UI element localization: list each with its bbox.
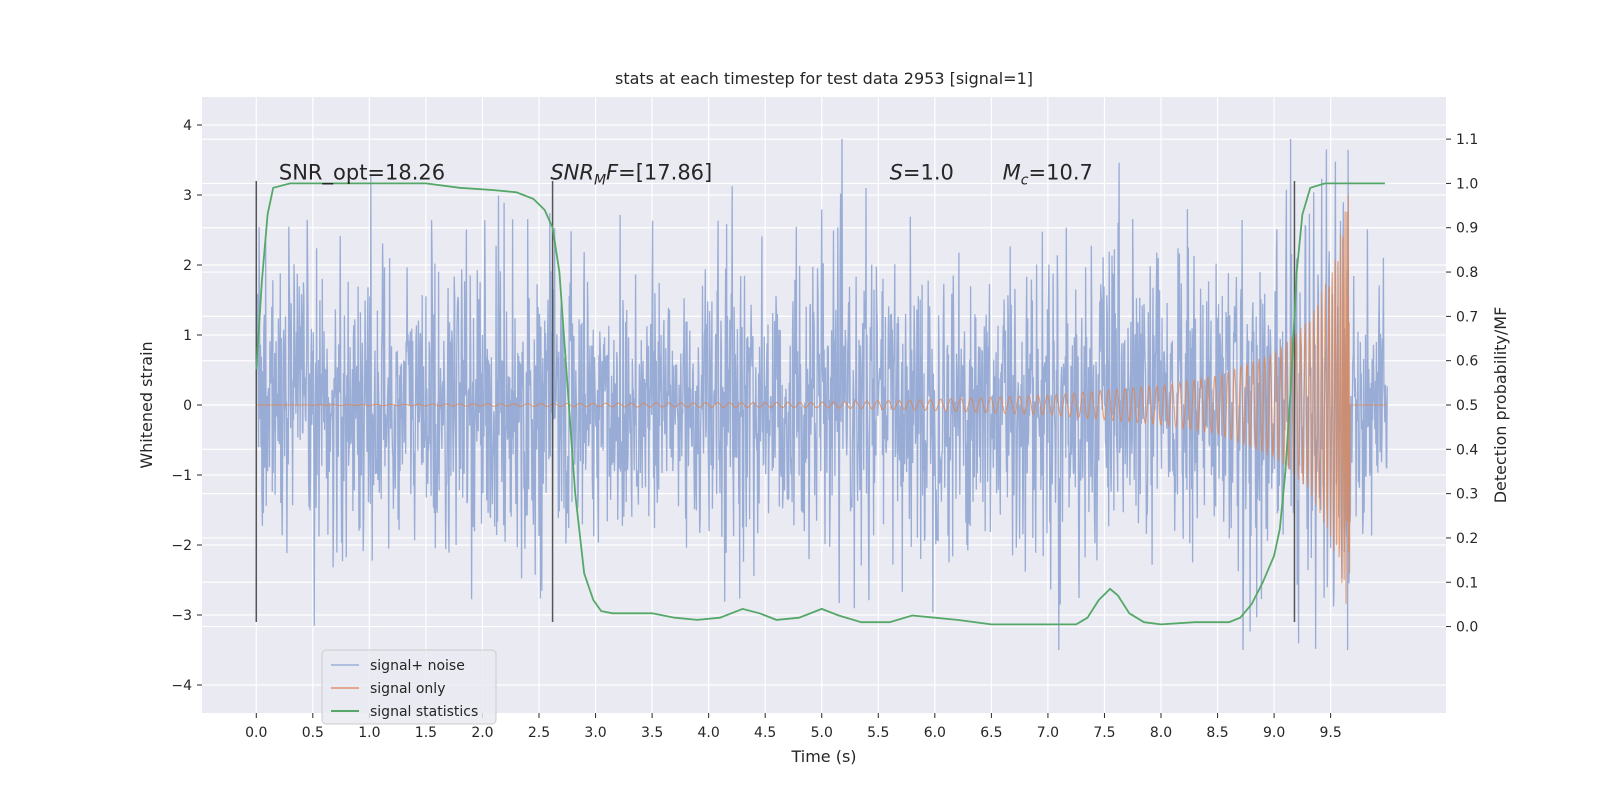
signal-statistics-line (255, 182, 1385, 626)
legend-entry-label: signal only (370, 681, 445, 697)
x-tick-label: 4.5 (754, 725, 776, 741)
x-tick-label: 1.5 (415, 725, 437, 741)
x-tick-label: 6.5 (980, 725, 1002, 741)
y-left-tick-label: 4 (183, 118, 192, 134)
y-right-tick-label: 0.0 (1456, 620, 1478, 636)
legend-entry-label: signal+ noise (370, 658, 465, 674)
x-tick-label: 3.5 (641, 725, 663, 741)
annotation: SNRMF=[17.86] (550, 161, 712, 189)
annotation-symbol: SNR (550, 161, 594, 185)
y-right-tick-label: 1.0 (1456, 176, 1478, 192)
y-left-tick-label: −2 (171, 538, 192, 554)
annotation: Mc=10.7 (1003, 161, 1093, 189)
x-tick-label: 0.5 (302, 725, 324, 741)
series-signal-statistics (255, 182, 1385, 626)
annotations: SNR_opt=18.26 SNRMF=[17.86] S=1.0 Mc=10.7 (279, 161, 1093, 189)
y-left-tick-label: 1 (183, 328, 192, 344)
noise-line (255, 138, 1388, 651)
y-right-tick-label: 0.1 (1456, 575, 1478, 591)
signal-only-line (256, 195, 1388, 604)
y-axis-label-right: Detection probability/MF (1491, 307, 1510, 504)
y-axis-label-left: Whitened strain (137, 341, 156, 468)
y-left-tick-label: 0 (183, 398, 192, 414)
x-tick-label: 7.0 (1037, 725, 1059, 741)
y-right-tick-label: 0.6 (1456, 354, 1478, 370)
x-tick-label: 3.0 (584, 725, 606, 741)
x-axis-label: Time (s) (790, 747, 856, 766)
annotation-text: SNR_opt=18.26 (279, 161, 445, 186)
y-right-tick-label: 0.2 (1456, 531, 1478, 547)
y-right-tick-label: 0.4 (1456, 442, 1478, 458)
y-left-tick-label: −1 (171, 468, 192, 484)
annotation-subscript: c (1021, 173, 1029, 189)
annotation-value: =1.0 (903, 161, 954, 185)
x-tick-label: 1.0 (358, 725, 380, 741)
x-tick-label: 6.0 (924, 725, 946, 741)
annotation-value: =[17.86] (618, 161, 712, 185)
y-right-tick-label: 1.1 (1456, 132, 1478, 148)
chart-title: stats at each timestep for test data 295… (615, 69, 1033, 88)
annotation: S=1.0 (890, 161, 954, 185)
y-left-tick-label: −3 (171, 608, 192, 624)
x-tick-label: 9.0 (1263, 725, 1285, 741)
series-signal-noise (255, 138, 1388, 651)
y-left-tick-label: −4 (171, 678, 192, 694)
legend-box (321, 649, 497, 725)
y-right-tick-label: 0.9 (1456, 221, 1478, 237)
x-tick-label: 9.5 (1320, 725, 1342, 741)
y-right-tick-label: 0.3 (1456, 487, 1478, 503)
annotation: SNR_opt=18.26 (279, 161, 445, 186)
annotation-symbol: F (606, 161, 619, 185)
x-tick-label: 5.5 (867, 725, 889, 741)
annotation-symbol: M (1003, 161, 1021, 185)
x-tick-label: 2.0 (471, 725, 493, 741)
x-tick-label: 8.5 (1206, 725, 1228, 741)
annotation-value: =10.7 (1029, 161, 1093, 185)
y-right-tick-label: 0.5 (1456, 398, 1478, 414)
x-tick-label: 5.0 (811, 725, 833, 741)
x-tick-label: 4.0 (698, 725, 720, 741)
y-right-tick-label: 0.7 (1456, 309, 1478, 325)
y-left-tick-label: 3 (183, 188, 192, 204)
legend: signal+ noise signal only signal statistic… (321, 649, 497, 725)
x-tick-label: 7.5 (1093, 725, 1115, 741)
y-right-tick-label: 0.8 (1456, 265, 1478, 281)
axes: 0.0 0.5 1.0 1.5 2.0 2.5 3.0 3.5 4.0 4.5 5.0 5.5 6.0 6… (171, 118, 1478, 741)
y-left-tick-label: 2 (183, 258, 192, 274)
series-signal-only (256, 195, 1388, 604)
x-tick-label: 2.5 (528, 725, 550, 741)
annotation-subscript: M (594, 173, 606, 189)
vertical-markers (255, 181, 1296, 622)
x-tick-label: 8.0 (1150, 725, 1172, 741)
annotation-symbol: S (890, 161, 903, 185)
x-tick-label: 0.0 (245, 725, 267, 741)
legend-entry-label: signal statistics (370, 704, 478, 720)
